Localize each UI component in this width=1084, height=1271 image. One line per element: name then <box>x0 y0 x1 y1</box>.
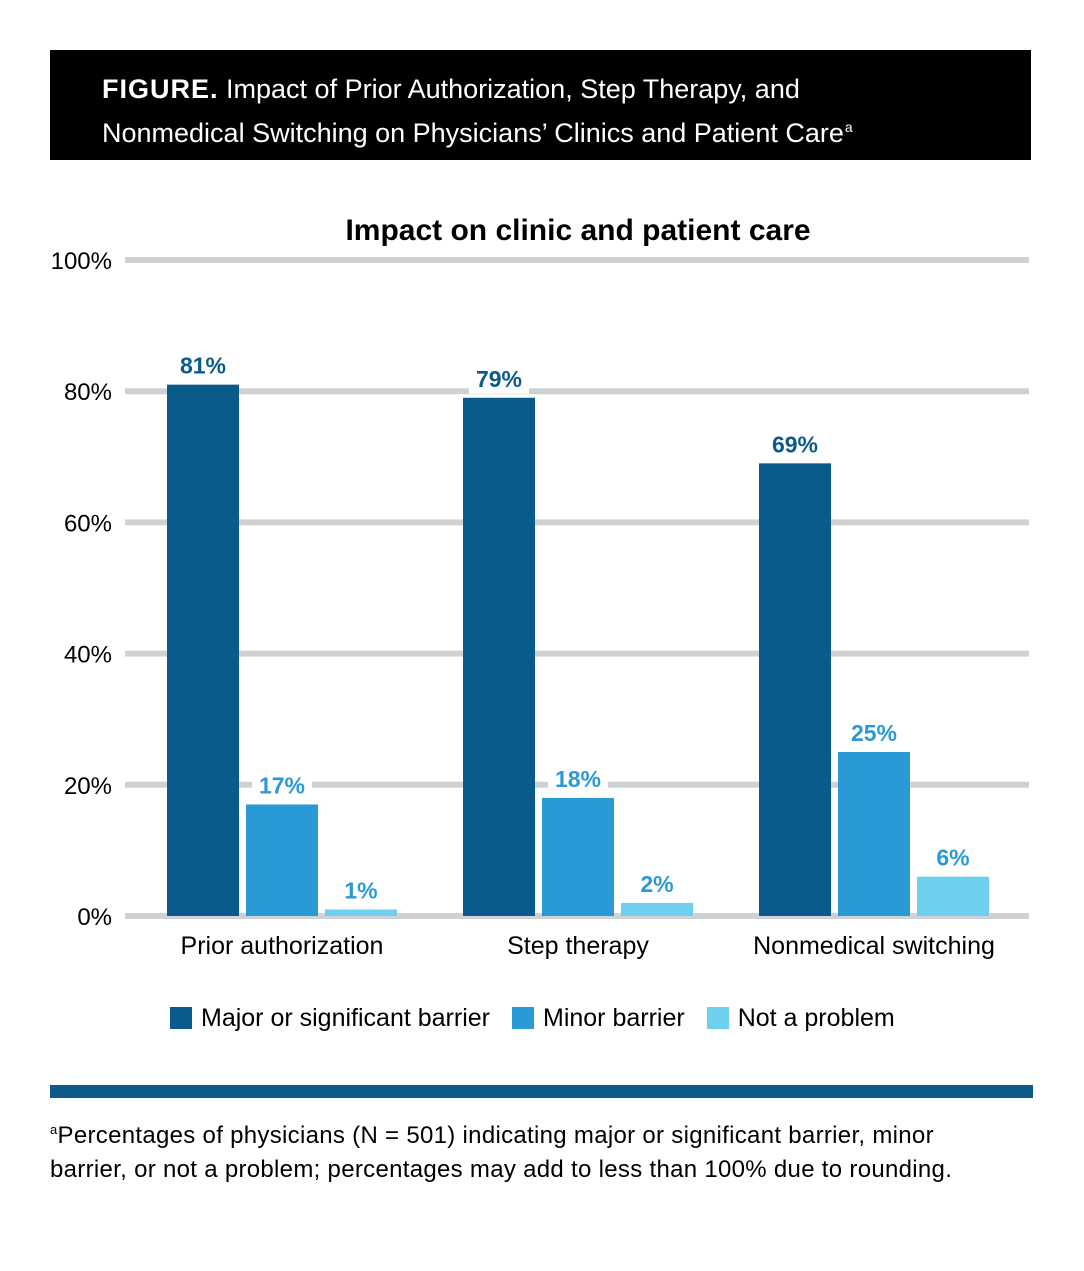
legend-item-minor: Minor barrier <box>512 1004 685 1033</box>
bar-chart: Impact on clinic and patient care 0% 20% 4… <box>51 214 1029 960</box>
legend-swatch-none <box>706 1007 729 1029</box>
data-label-bg-none-2 <box>923 842 983 873</box>
bar-minor-2 <box>838 752 910 916</box>
legend-label-major: Major or significant barrier <box>201 1003 490 1032</box>
data-label-none-2: 6% <box>936 845 969 871</box>
data-label-minor-1: 18% <box>555 766 601 792</box>
y-tick-label-80: 80% <box>64 379 112 406</box>
data-label-bg-major-0 <box>173 350 233 381</box>
data-label-major-0: 81% <box>180 353 226 379</box>
data-label-none-0: 1% <box>344 877 377 903</box>
bar-major-0 <box>167 384 239 916</box>
data-label-bg-major-2 <box>765 429 825 460</box>
x-category-label-2: Nonmedical switching <box>753 932 995 960</box>
figure-title-text2: Nonmedical Switching on Physicians’ Clin… <box>102 118 844 148</box>
bar-minor-1 <box>542 797 614 916</box>
figure-title-line1: FIGURE. Impact of Prior Authorization, S… <box>102 70 1031 108</box>
figure-header: FIGURE. Impact of Prior Authorization, S… <box>50 50 1031 160</box>
figure-title-line2: Nonmedical Switching on Physicians’ Clin… <box>102 108 1031 152</box>
data-label-major-1: 79% <box>476 366 522 392</box>
bar-none-1 <box>621 902 693 916</box>
x-category-label-0: Prior authorization <box>181 932 384 960</box>
legend-swatch-minor <box>512 1007 534 1029</box>
data-label-minor-0: 17% <box>259 772 305 798</box>
y-tick-label-100: 100% <box>51 248 112 275</box>
legend-label-none: Not a problem <box>737 1003 895 1032</box>
figure-title-text1: Impact of Prior Authorization, Step Ther… <box>226 74 800 104</box>
y-tick-label-0: 0% <box>77 904 112 931</box>
figure-title-sup: a <box>844 119 853 135</box>
bar-minor-0 <box>246 804 318 916</box>
y-tick-label-40: 40% <box>64 642 112 669</box>
x-category-label-1: Step therapy <box>507 932 649 960</box>
legend-item-major: Major or significant barrier <box>170 1004 490 1033</box>
legend-item-none: Not a problem <box>706 1003 895 1033</box>
bar-major-1 <box>463 397 535 916</box>
data-label-bg-minor-1 <box>548 763 608 794</box>
y-tick-label-60: 60% <box>64 510 112 537</box>
y-tick-label-20: 20% <box>64 773 112 800</box>
figure-label: FIGURE. <box>102 74 219 104</box>
chart-title: Impact on clinic and patient care <box>345 214 810 247</box>
chart-legend: Major or significant barrier Minor barri… <box>170 1003 895 1033</box>
data-label-major-2: 69% <box>772 431 818 457</box>
data-label-bg-none-1 <box>627 868 687 899</box>
data-label-none-1: 2% <box>640 871 673 897</box>
footnote-sup: a <box>50 1122 58 1137</box>
legend-swatch-major <box>170 1007 192 1029</box>
data-label-bg-none-0 <box>331 875 391 906</box>
divider-rule <box>50 1085 1033 1098</box>
footnote-text: Percentages of physicians (N = 501) indi… <box>50 1122 953 1183</box>
bar-none-0 <box>325 909 397 916</box>
data-label-bg-major-1 <box>469 363 529 394</box>
footnote: aPercentages of physicians (N = 501) ind… <box>50 1113 1010 1187</box>
bar-none-2 <box>917 876 989 916</box>
data-label-bg-minor-2 <box>844 718 904 748</box>
bar-major-2 <box>759 463 831 916</box>
data-label-bg-minor-0 <box>252 770 312 801</box>
data-label-minor-2: 25% <box>851 720 897 746</box>
legend-label-minor: Minor barrier <box>543 1003 685 1032</box>
